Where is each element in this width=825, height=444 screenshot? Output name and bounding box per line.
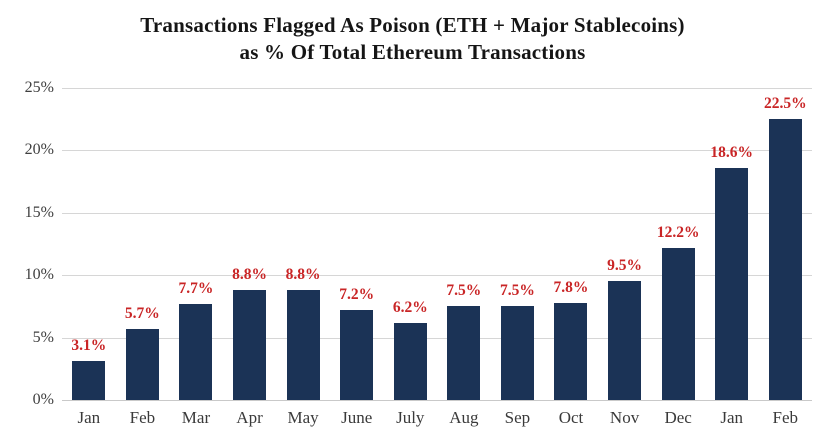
bar-value-label: 3.1% <box>71 337 107 355</box>
bar-value-label: 8.8% <box>232 266 267 284</box>
bar-column: 8.8% <box>276 88 330 400</box>
x-tick-label: Aug <box>449 408 479 427</box>
bar <box>661 247 695 400</box>
bar-value-label: 7.5% <box>499 282 535 300</box>
y-tick-label: 20% <box>24 141 54 159</box>
bar-column: 9.5% <box>598 88 652 400</box>
x-tick-label: Dec <box>664 408 692 427</box>
bar-column: 12.2% <box>651 88 705 400</box>
bar-value-label: 7.8% <box>553 278 589 296</box>
gridline <box>62 88 812 89</box>
bar <box>340 310 374 400</box>
chart-title-line1: Transactions Flagged As Poison (ETH + Ma… <box>140 13 685 37</box>
bar <box>233 290 267 400</box>
y-tick-label: 15% <box>24 203 54 221</box>
y-tick-label: 25% <box>24 79 54 96</box>
x-axis: Jan Feb Mar Apr May June July Aug Sep Oct Nov Dec Ja… <box>62 408 812 428</box>
gridline <box>62 400 812 401</box>
bar <box>554 302 588 400</box>
x-tick-label: Nov <box>609 408 640 427</box>
x-tick-label: Feb <box>772 408 799 427</box>
bar-column: 18.6% <box>705 88 759 400</box>
bar-value-label: 5.7% <box>124 304 160 322</box>
bar <box>72 361 106 400</box>
bar-column: 5.7% <box>116 88 170 400</box>
x-tick-label: Sep <box>504 408 531 427</box>
chart-title: Transactions Flagged As Poison (ETH + Ma… <box>0 12 825 67</box>
bar-column: 6.2% <box>383 88 437 400</box>
bar <box>179 303 213 400</box>
bar <box>286 290 320 400</box>
x-tick-label: Apr <box>236 408 263 427</box>
bar <box>715 167 749 400</box>
y-tick-label: 5% <box>32 328 54 346</box>
bar-column: 3.1% <box>62 88 116 400</box>
chart-title-line2: as % Of Total Ethereum Transactions <box>239 40 586 65</box>
y-tick-label: 10% <box>24 266 54 284</box>
bar-value-label: 7.7% <box>178 279 214 297</box>
gridline <box>62 275 812 277</box>
gridline <box>62 337 812 339</box>
bar-column: 7.5% <box>437 88 491 400</box>
bar <box>447 306 481 400</box>
plot-area <box>62 88 812 401</box>
x-tick-label: Jan <box>720 408 744 427</box>
x-tick-label: July <box>396 408 425 427</box>
bar-column: 8.8% <box>223 88 277 400</box>
bar-value-label: 6.2% <box>392 298 428 316</box>
bar-value-label: 7.2% <box>339 286 375 304</box>
x-tick-label: June <box>341 408 373 427</box>
bar <box>393 322 427 400</box>
bar-value-label: 9.5% <box>607 257 642 275</box>
bar-column: 7.5% <box>491 88 545 400</box>
bar-column: 7.2% <box>330 88 384 400</box>
x-tick-label: Mar <box>181 408 211 427</box>
bar <box>500 306 534 400</box>
bar-value-label: 18.6% <box>710 143 754 161</box>
gridline <box>62 150 812 152</box>
gridline <box>62 212 812 214</box>
bar-column: 7.8% <box>544 88 598 400</box>
bar-column: 7.7% <box>169 88 223 400</box>
bar <box>768 119 802 400</box>
x-tick-label: May <box>287 408 319 427</box>
bar-column: 22.5% <box>759 88 813 400</box>
bar-value-label: 12.2% <box>656 223 700 241</box>
bar-value-label: 7.5% <box>446 282 482 300</box>
y-tick-label: 0% <box>32 391 54 408</box>
bar-value-label: 8.8% <box>285 266 321 284</box>
bar <box>125 328 159 400</box>
bar-series: 3.1% 5.7% 7.7% 8.8% 8.8% 7.2% 6.2% 7.5% 7.5% 7.8%… <box>62 88 812 400</box>
x-tick-label: Feb <box>129 408 156 427</box>
bar <box>608 281 642 400</box>
x-tick-label: Oct <box>558 408 584 427</box>
x-tick-label: Jan <box>77 408 101 427</box>
bar-value-label: 22.5% <box>763 95 807 113</box>
